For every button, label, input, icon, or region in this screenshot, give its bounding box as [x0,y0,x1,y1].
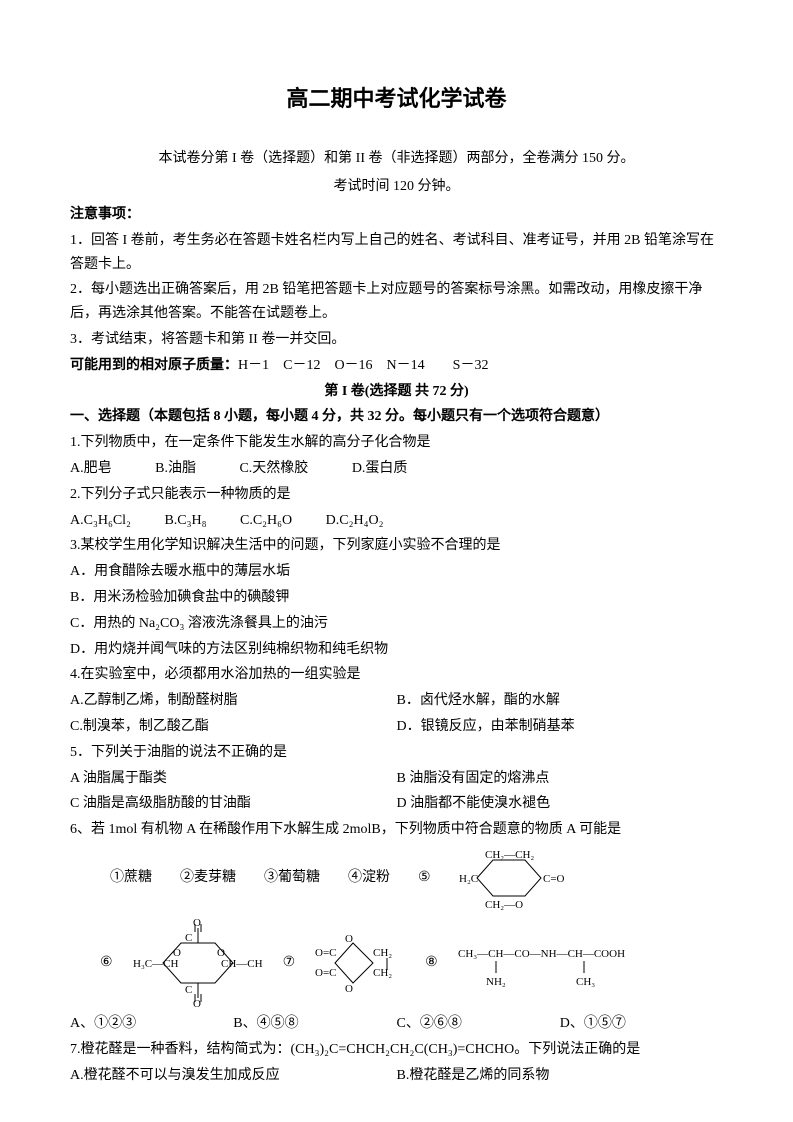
q6-opt-3: ③葡萄糖 [264,866,320,890]
q7-opt-a: A.橙花醛不可以与溴发生加成反应 [70,1064,397,1088]
q6-opt-5: ⑤ [418,866,431,890]
page-title: 高二期中考试化学试卷 [70,80,723,117]
q6-stem: 6、若 1mol 有机物 A 在稀酸作用下水解生成 2molB，下列物质中符合题… [70,818,723,842]
q5-row1: A 油脂属于酯类 B 油脂没有固定的熔沸点 [70,767,723,791]
q4-opt-c: C.制溴苯，制乙酸乙酯 [70,715,397,739]
note-2: 2．每小题选出正确答案后，用 2B 铅笔把答题卡上对应题号的答案标号涂黑。如需改… [70,278,723,326]
svg-text:CH₂—O: CH₂—O [485,899,523,910]
svg-text:O: O [193,918,201,929]
note-3: 3．考试结束，将答题卡和第 II 卷一并交回。 [70,328,723,352]
svg-text:O: O [193,998,201,1008]
svg-text:CH₂: CH₂ [373,967,392,979]
q5-opt-d: D 油脂都不能使溴水褪色 [397,792,724,816]
svg-text:H₃C—CH: H₃C—CH [133,958,178,970]
masses-values: H－1 C－12 O－16 N－14 S－32 [238,358,488,373]
q4-stem: 4.在实验室中，必须都用水浴加热的一组实验是 [70,663,723,687]
q5-opt-b: B 油脂没有固定的熔沸点 [397,767,724,791]
q2-opt-b: B.C₃H₈ [164,509,206,533]
q4-opt-d: D．银镜反应，由苯制硝基苯 [397,715,724,739]
svg-text:CH₃—CH—CO—NH—CH—COOH: CH₃—CH—CO—NH—CH—COOH [458,948,625,960]
q4-opt-a: A.乙醇制乙烯，制酚醛树脂 [70,689,397,713]
q6-answer-options: A、①②③ B、④⑤⑧ C、②⑥⑧ D、①⑤⑦ [70,1012,723,1036]
svg-text:C: C [185,984,192,996]
intro-line-1: 本试卷分第 I 卷（选择题）和第 II 卷（非选择题）两部分，全卷满分 150 … [70,147,723,171]
exam-page: 高二期中考试化学试卷 本试卷分第 I 卷（选择题）和第 II 卷（非选择题）两部… [0,0,793,1122]
q2-opt-d: D.C₂H₄O₂ [326,509,384,533]
svg-text:CH₂—CH₂: CH₂—CH₂ [485,849,534,861]
q3-stem: 3.某校学生用化学知识解决生活中的问题，下列家庭小实验不合理的是 [70,534,723,558]
q1-opt-b: B.油脂 [155,457,196,481]
q2-options: A.C₃H₆Cl₂ B.C₃H₈ C.C₂H₆O D.C₂H₄O₂ [70,509,723,533]
q6-ans-d: D、①⑤⑦ [560,1012,723,1036]
q6-opt-2: ②麦芽糖 [180,866,236,890]
q3-opt-b: B．用米汤检验加碘食盐中的碘酸钾 [70,586,723,610]
svg-text:H₂C: H₂C [459,873,478,885]
q4-row1: A.乙醇制乙烯，制酚醛树脂 B．卤代烃水解，酯的水解 [70,689,723,713]
structure-7-icon: O=C O=C O O CH₂ CH₂ [315,928,405,998]
q1-stem: 1.下列物质中，在一定条件下能发生水解的高分子化合物是 [70,431,723,455]
q5-opt-a: A 油脂属于酯类 [70,767,397,791]
svg-text:O: O [345,933,353,945]
q6-ans-b: B、④⑤⑧ [233,1012,396,1036]
part1-heading: 第 I 卷(选择题 共 72 分) [70,380,723,404]
structure-6-icon: O O C O O H₃C—CH CH—CH₃ C [133,918,263,1008]
svg-text:NH₂: NH₂ [486,976,506,988]
q1-opt-c: C.天然橡胶 [239,457,308,481]
q5-row2: C 油脂是高级脂肪酸的甘油酯 D 油脂都不能使溴水褪色 [70,792,723,816]
q2-stem: 2.下列分子式只能表示一种物质的是 [70,483,723,507]
q4-row2: C.制溴苯，制乙酸乙酯 D．银镜反应，由苯制硝基苯 [70,715,723,739]
section1-heading: 一、选择题（本题包括 8 小题，每小题 4 分，共 32 分。每小题只有一个选项… [70,405,723,429]
q6-structures-row1: ①蔗糖 ②麦芽糖 ③葡萄糖 ④淀粉 ⑤ H₂C CH₂—CH₂ C=O CH₂—… [110,846,723,910]
q6-ans-a: A、①②③ [70,1012,233,1036]
atomic-masses: 可能用到的相对原子质量：H－1 C－12 O－16 N－14 S－32 [70,354,723,378]
svg-text:CH₃: CH₃ [576,976,595,988]
q7-row1: A.橙花醛不可以与溴发生加成反应 B.橙花醛是乙烯的同系物 [70,1064,723,1088]
q3-opt-c: C．用热的 Na₂CO₃ 溶液洗涤餐具上的油污 [70,612,723,636]
q6-num-6: ⑥ [100,951,113,975]
q4-opt-b: B．卤代烃水解，酯的水解 [397,689,724,713]
q7-stem: 7.橙花醛是一种香料，结构简式为：(CH₃)₂C=CHCH₂CH₂C(CH₃)=… [70,1038,723,1062]
q5-opt-c: C 油脂是高级脂肪酸的甘油酯 [70,792,397,816]
svg-text:O: O [345,983,353,995]
notes-header: 注意事项： [70,203,723,227]
q6-structures-row2: ⑥ O O C O O H₃C—CH CH—CH₃ C ⑦ O=C O=C [100,918,723,1008]
q6-opt-1: ①蔗糖 [110,866,152,890]
q3-opt-d: D．用灼烧并闻气味的方法区别纯棉织物和纯毛织物 [70,638,723,662]
q6-ans-c: C、②⑥⑧ [397,1012,560,1036]
structure-8-icon: CH₃—CH—CO—NH—CH—COOH NH₂ CH₃ [458,933,648,993]
q2-opt-c: C.C₂H₆O [240,509,292,533]
svg-text:CH₂: CH₂ [373,947,392,959]
svg-text:C: C [185,932,192,944]
q6-num-7: ⑦ [283,951,296,975]
q6-opt-4: ④淀粉 [348,866,390,890]
structure-5-icon: H₂C CH₂—CH₂ C=O CH₂—O [459,846,579,910]
q7-opt-b: B.橙花醛是乙烯的同系物 [397,1064,724,1088]
q6-num-8: ⑧ [425,951,438,975]
svg-text:O=C: O=C [315,967,336,979]
svg-text:O=C: O=C [315,947,336,959]
q2-opt-a: A.C₃H₆Cl₂ [70,509,131,533]
masses-label: 可能用到的相对原子质量： [70,358,238,373]
q1-opt-a: A.肥皂 [70,457,112,481]
note-1: 1．回答 I 卷前，考生务必在答题卡姓名栏内写上自己的姓名、考试科目、准考证号，… [70,229,723,277]
q3-opt-a: A．用食醋除去暖水瓶中的薄层水垢 [70,560,723,584]
q1-opt-d: D.蛋白质 [352,457,408,481]
q1-options: A.肥皂 B.油脂 C.天然橡胶 D.蛋白质 [70,457,723,481]
intro-line-2: 考试时间 120 分钟。 [70,175,723,199]
svg-text:CH—CH₃: CH—CH₃ [221,958,263,970]
svg-text:C=O: C=O [543,873,565,885]
q5-stem: 5．下列关于油脂的说法不正确的是 [70,741,723,765]
